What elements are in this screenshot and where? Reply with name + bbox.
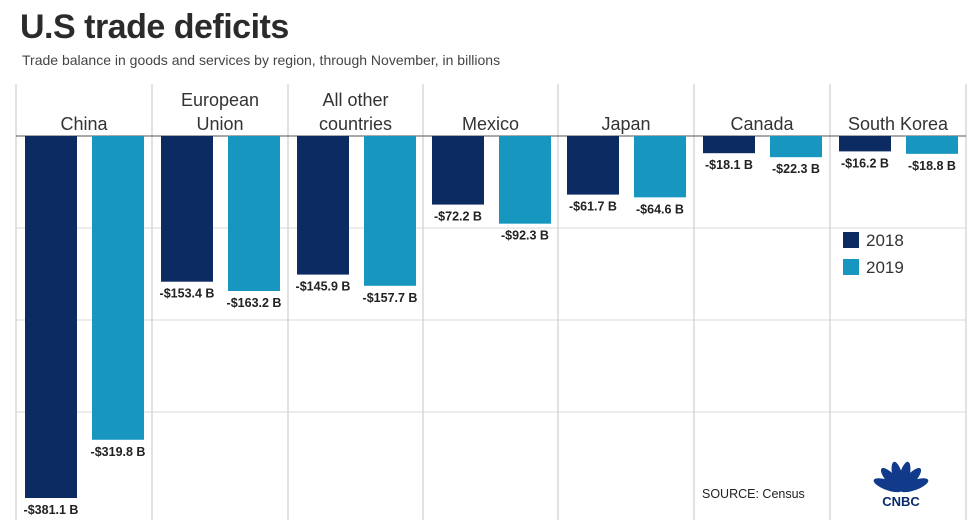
data-label: -$64.6 B — [636, 202, 684, 216]
cnbc-peacock-icon — [873, 461, 929, 493]
bar-2018 — [25, 136, 77, 498]
bar-2019 — [364, 136, 416, 286]
category-label: Japan — [601, 114, 650, 134]
bar-2019 — [228, 136, 280, 292]
data-label: -$92.3 B — [501, 229, 549, 243]
bar-2018 — [297, 136, 349, 275]
legend-label-2018: 2018 — [866, 231, 904, 250]
data-label: -$61.7 B — [569, 200, 617, 214]
legend-label-2019: 2019 — [866, 258, 904, 277]
data-label: -$319.8 B — [91, 445, 146, 459]
bar-2018 — [703, 136, 755, 154]
data-label: -$72.2 B — [434, 210, 482, 224]
bar-2019 — [634, 136, 686, 198]
cnbc-logo-text: CNBC — [882, 494, 920, 509]
category-label: All other countries — [319, 90, 392, 134]
bar-2018 — [839, 136, 891, 152]
category-label: China — [60, 114, 108, 134]
bar-2019 — [770, 136, 822, 158]
bar-2019 — [906, 136, 958, 154]
bar-2018 — [161, 136, 213, 282]
data-label: -$16.2 B — [841, 156, 889, 170]
data-label: -$22.3 B — [772, 162, 820, 176]
category-label: Canada — [730, 114, 794, 134]
data-label: -$18.8 B — [908, 159, 956, 173]
category-label: South Korea — [848, 114, 949, 134]
legend-swatch-2018 — [843, 232, 859, 248]
data-label: -$163.2 B — [227, 296, 282, 310]
source-note: SOURCE: Census — [702, 487, 805, 501]
data-label: -$153.4 B — [160, 287, 215, 301]
data-label: -$18.1 B — [705, 158, 753, 172]
data-label: -$381.1 B — [24, 503, 79, 517]
peacock-feather — [899, 478, 929, 493]
bar-2018 — [567, 136, 619, 195]
bar-2019 — [499, 136, 551, 224]
bar-2018 — [432, 136, 484, 205]
data-label: -$157.7 B — [363, 291, 418, 305]
category-label: Mexico — [462, 114, 519, 134]
chart-subtitle: Trade balance in goods and services by r… — [22, 52, 501, 68]
bar-2019 — [92, 136, 144, 440]
legend-swatch-2019 — [843, 259, 859, 275]
data-label: -$145.9 B — [296, 280, 351, 294]
category-label: European Union — [181, 90, 259, 134]
chart-title: U.S trade deficits — [20, 8, 289, 46]
